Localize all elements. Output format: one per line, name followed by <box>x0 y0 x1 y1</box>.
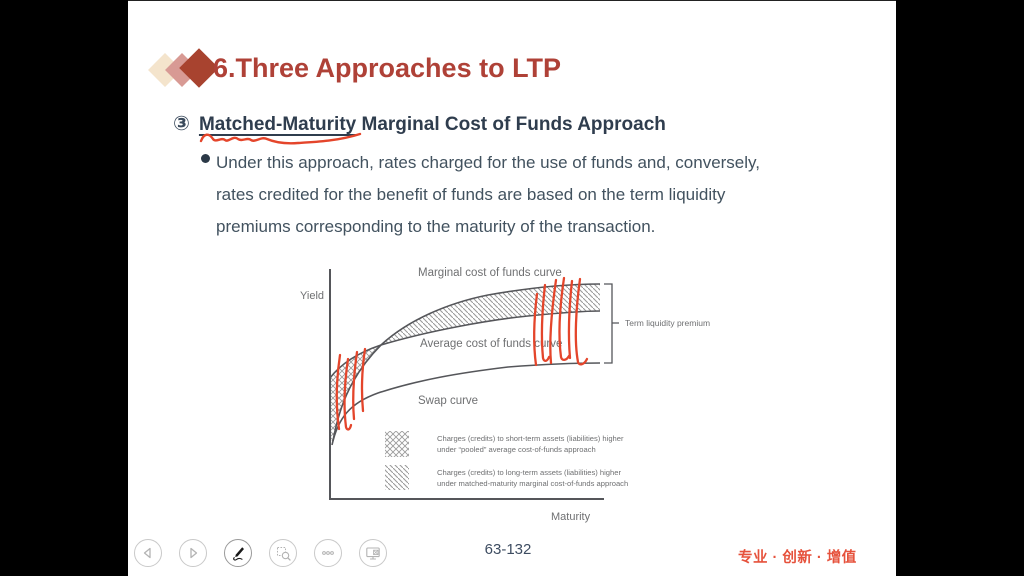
curve-label-marginal: Marginal cost of funds curve <box>418 267 562 279</box>
more-options-button[interactable] <box>314 539 342 567</box>
yield-maturity-chart: Yield Marginal cost of funds curve Avera… <box>300 267 710 523</box>
xlabel: Maturity <box>551 511 591 523</box>
arrow-left-icon <box>143 547 151 559</box>
legend-swatch-diagonal <box>385 465 409 490</box>
next-slide-button[interactable] <box>179 539 207 567</box>
region-crosshatch <box>330 345 381 441</box>
magnifier-icon <box>277 547 291 561</box>
term-premium-bracket <box>604 283 619 364</box>
bullet-line-2: rates credited for the benefit of funds … <box>216 185 726 204</box>
presentation-slide: 6.Three Approaches to LTP ③ Matched-Matur… <box>128 0 896 576</box>
page-number: 63-132 <box>484 541 532 558</box>
arrow-right-icon <box>190 547 198 559</box>
ink-squiggle-underline <box>199 132 362 145</box>
section-heading: ③ Matched-Maturity Marginal Cost of Funds… <box>173 111 666 136</box>
legend-2-line-2: under matched-maturity marginal cost-of-… <box>437 479 628 488</box>
zoom-to-slide-button[interactable] <box>269 539 297 567</box>
bullet-line-1: Under this approach, rates charged for t… <box>216 153 760 172</box>
curve-average-cost <box>329 310 601 379</box>
brand-slogan: 专业 · 创新 · 增值 <box>738 550 857 566</box>
slide-title: 6.Three Approaches to LTP <box>213 53 562 83</box>
curve-label-swap: Swap curve <box>418 395 478 407</box>
ink-strokes-left <box>335 347 367 431</box>
bullet-line-3: premiums corresponding to the maturity o… <box>216 217 656 236</box>
curve-swap <box>331 362 601 446</box>
letterbox-right <box>896 0 1024 576</box>
region-diagonal-hatch <box>381 284 600 345</box>
heading-rest-text: Marginal Cost of Funds Approach <box>356 114 666 135</box>
term-premium-label: Term liquidity premium <box>625 318 710 328</box>
pen-tool-button[interactable] <box>224 539 252 567</box>
ylabel: Yield <box>300 290 324 302</box>
legend-2-line-1: Charges (credits) to long-term assets (l… <box>437 468 621 477</box>
circled-number: ③ <box>173 113 190 135</box>
legend-swatch-crosshatch <box>385 431 409 457</box>
monitor-icon <box>366 547 380 560</box>
heading-underlined-text: Matched-Maturity <box>198 114 357 135</box>
curve-label-average: Average cost of funds curve <box>420 338 562 350</box>
legend-1-line-1: Charges (credits) to short-term assets (… <box>437 434 624 443</box>
bullet-paragraph: Under this approach, rates charged for t… <box>216 147 846 243</box>
ellipsis-icon <box>322 551 334 555</box>
ink-strokes-right <box>533 276 589 367</box>
legend-1-line-2: under “pooled” average cost-of-funds app… <box>437 445 596 454</box>
bullet-marker <box>201 154 210 163</box>
letterbox-left <box>0 0 128 576</box>
previous-slide-button[interactable] <box>134 539 162 567</box>
pen-icon <box>233 547 244 561</box>
display-settings-button[interactable] <box>359 539 387 567</box>
